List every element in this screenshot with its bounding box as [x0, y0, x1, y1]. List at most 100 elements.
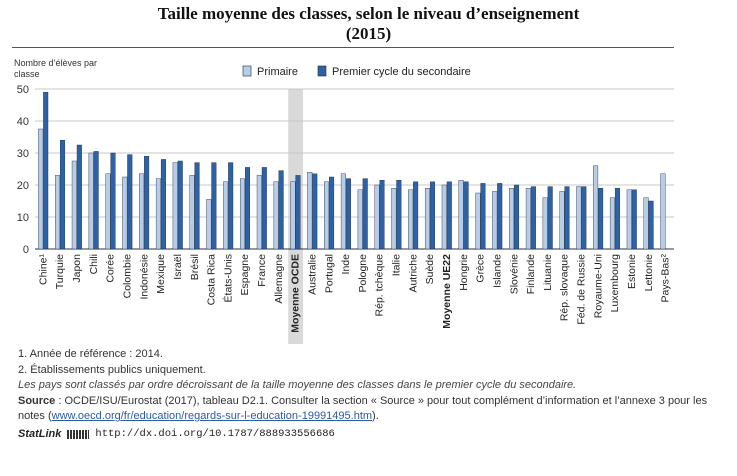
- source-end: ).: [372, 410, 379, 422]
- bar-primaire: [273, 181, 279, 250]
- x-tick-label: Autriche: [407, 254, 419, 293]
- y-axis-label-line1: Nombre d’élèves par: [14, 58, 97, 68]
- bar-primaire: [424, 187, 430, 250]
- bar-primaire: [256, 175, 262, 250]
- x-tick-label: Japon: [71, 254, 83, 283]
- x-tick-label: Moyenne UE22: [441, 254, 453, 329]
- x-tick-label: Brésil: [189, 254, 201, 280]
- statlink: StatLink http://dx.doi.org/10.1787/88893…: [18, 428, 335, 440]
- x-tick-label: Luxembourg: [609, 254, 621, 313]
- bar-secondaire: [631, 189, 637, 250]
- bar-primaire: [71, 160, 77, 250]
- bar-secondaire: [211, 162, 217, 250]
- x-tick-label: Espagne: [239, 254, 251, 296]
- ranking-note: Les pays sont classés par ordre décroiss…: [18, 379, 577, 391]
- bar-secondaire: [480, 183, 486, 250]
- bar-primaire: [340, 173, 346, 250]
- bar-primaire: [307, 171, 313, 250]
- source-link[interactable]: www.oecd.org/fr/education/regards-sur-l-…: [51, 410, 373, 422]
- bar-primaire: [374, 184, 380, 250]
- chart-title-year: (2015): [345, 24, 392, 43]
- bar-primaire: [593, 165, 599, 250]
- bar-secondaire: [396, 179, 402, 250]
- bar-primaire: [441, 184, 447, 250]
- bar-secondaire: [581, 186, 587, 250]
- bar-primaire: [324, 181, 330, 250]
- bar-secondaire: [429, 181, 435, 250]
- x-tick-label: Féd. de Russie: [576, 254, 588, 325]
- bar-primaire: [38, 128, 44, 250]
- x-tick-label: Estonie: [626, 254, 638, 289]
- source-text: : OCDE/ISU/Eurostat (2017), tableau D2.1…: [18, 394, 708, 423]
- bar-secondaire: [345, 178, 351, 250]
- x-tick-label: Chili: [88, 254, 100, 274]
- note-1: 1. Année de référence : 2014.: [18, 348, 163, 360]
- bar-secondaire: [463, 181, 469, 250]
- y-axis-label-line2: classe: [14, 69, 40, 79]
- bar-primaire: [492, 191, 498, 250]
- bar-primaire: [239, 178, 245, 250]
- x-tick-label: Islande: [491, 254, 503, 288]
- source-label: Source: [18, 394, 56, 407]
- bar-secondaire: [514, 184, 520, 250]
- bar-secondaire: [648, 200, 654, 250]
- statlink-barcode-icon: [67, 429, 90, 439]
- y-tick-label: 0: [23, 244, 29, 256]
- x-tick-label: Suède: [424, 254, 436, 285]
- x-tick-label: Allemagne: [273, 254, 285, 304]
- bar-primaire: [139, 173, 145, 250]
- bar-secondaire: [329, 176, 335, 250]
- x-tick-label: Pays-Bas²: [660, 254, 672, 303]
- x-tick-label: Costa Rica: [206, 254, 218, 306]
- bar-primaire: [391, 187, 397, 250]
- legend-swatch-secondaire: [317, 65, 327, 77]
- bar-primaire: [55, 175, 61, 250]
- bar-secondaire: [110, 152, 116, 250]
- bar-primaire: [206, 199, 212, 250]
- x-tick-label: Portugal: [323, 254, 335, 293]
- x-tick-label: Lituanie: [542, 254, 554, 291]
- x-tick-label: France: [256, 254, 268, 287]
- bar-primaire: [105, 173, 111, 250]
- x-tick-label: Mexique: [155, 254, 167, 294]
- x-tick-label: États-Unis: [221, 254, 234, 302]
- x-tick-label: Finlande: [525, 254, 537, 294]
- bar-secondaire: [446, 181, 452, 250]
- bar-secondaire: [228, 162, 234, 250]
- bar-secondaire: [362, 178, 368, 250]
- bar-secondaire: [614, 187, 620, 250]
- bar-secondaire: [76, 144, 82, 250]
- bar-primaire: [609, 197, 615, 250]
- bar-secondaire: [43, 91, 49, 250]
- statlink-url[interactable]: http://dx.doi.org/10.1787/888933556686: [95, 428, 335, 440]
- chart-title-line1: Taille moyenne des classes, selon le niv…: [157, 4, 580, 23]
- bar-secondaire: [413, 181, 419, 250]
- legend-swatch-primaire: [242, 65, 252, 77]
- bar-primaire: [660, 173, 666, 250]
- title-rule: [12, 47, 674, 48]
- bar-primaire: [576, 186, 582, 250]
- bar-secondaire: [177, 160, 183, 250]
- x-tick-label: Indonésie: [138, 254, 150, 300]
- bar-primaire: [172, 162, 178, 250]
- bar-primaire: [542, 197, 548, 250]
- bar-primaire: [357, 189, 363, 250]
- x-tick-label: Rép. slovaque: [559, 254, 571, 321]
- bar-secondaire: [127, 154, 133, 250]
- legend-label: Premier cycle du secondaire: [332, 66, 471, 78]
- bar-primaire: [88, 152, 94, 250]
- bar-secondaire: [194, 162, 200, 250]
- chart-title: Taille moyenne des classes, selon le niv…: [0, 4, 737, 44]
- x-tick-label: Lettonie: [643, 254, 655, 292]
- x-tick-label: Rép. tchèque: [374, 254, 386, 317]
- chart-notes: 1. Année de référence : 2014. 2. Établis…: [18, 347, 723, 425]
- statlink-label: StatLink: [18, 428, 62, 440]
- x-tick-label: Inde: [340, 254, 352, 275]
- y-tick-label: 50: [17, 84, 29, 96]
- x-tick-label: Royaume-Uni: [592, 254, 604, 318]
- bar-primaire: [155, 178, 161, 250]
- x-tick-label: Slovénie: [508, 254, 520, 294]
- bar-primaire: [525, 187, 531, 250]
- bar-primaire: [408, 189, 414, 250]
